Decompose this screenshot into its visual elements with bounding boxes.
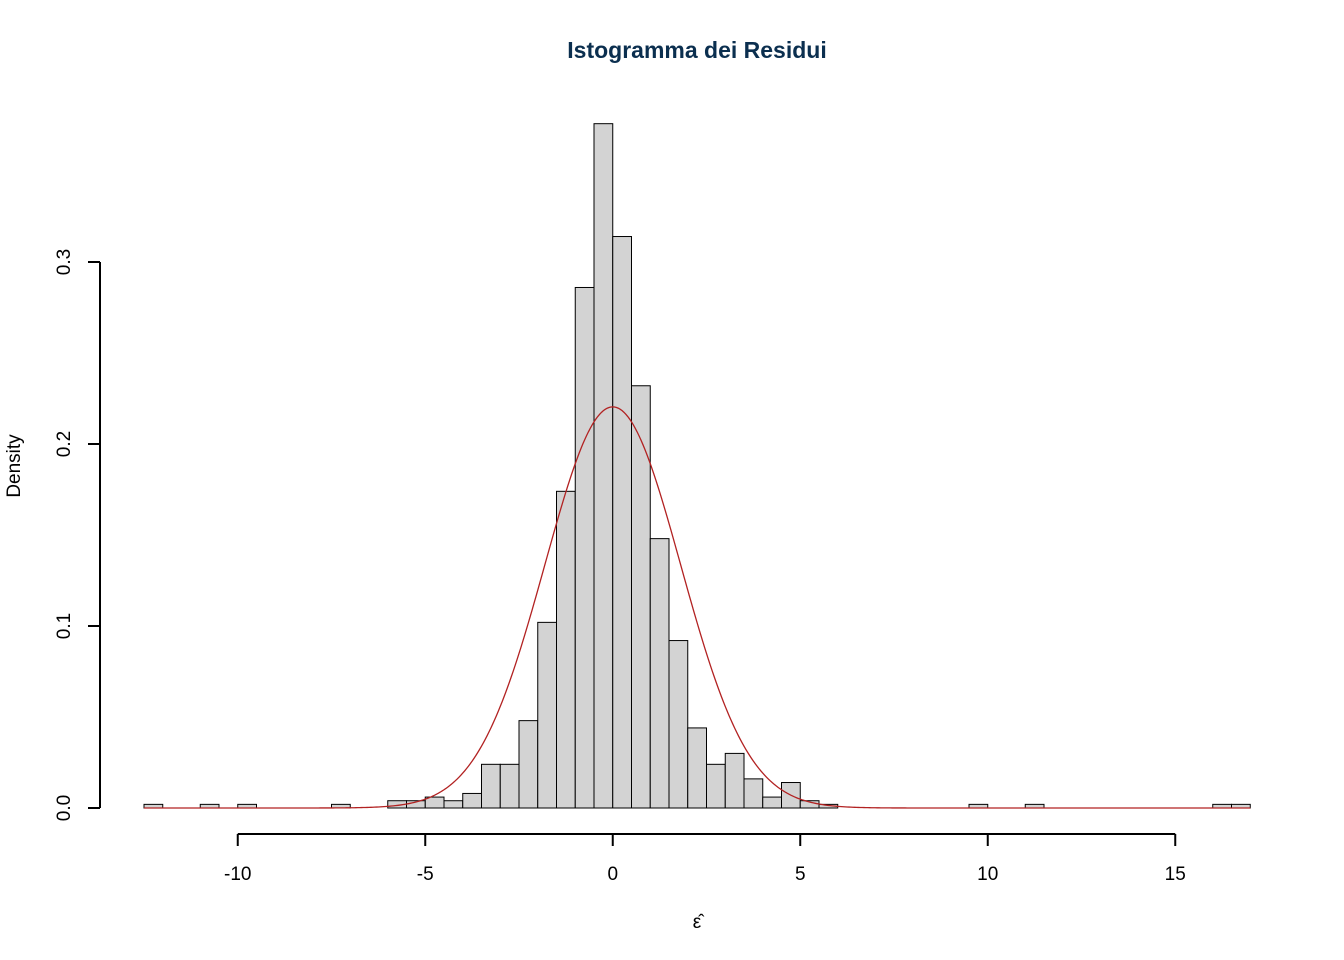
histogram-bar [499, 763, 520, 809]
chart-title: Istogramma dei Residui [567, 37, 826, 63]
histogram-bar [706, 763, 726, 809]
x-tick-label: 10 [977, 864, 998, 885]
y-axis: 0.0 0.1 0.2 0.3 [54, 249, 101, 821]
histogram-bar [537, 621, 557, 809]
histogram-bar [574, 286, 595, 809]
histogram-bar [556, 490, 576, 809]
histogram-bar [593, 123, 614, 809]
histogram-bar [481, 763, 501, 809]
normal-density-curve [144, 406, 1251, 809]
histogram-bar [443, 800, 464, 809]
histogram-bar [743, 778, 764, 809]
histogram-bar [762, 796, 782, 809]
x-axis-label: ε̂ [693, 912, 705, 933]
x-tick-label: 5 [795, 864, 806, 885]
y-tick-label: 0.3 [54, 249, 75, 275]
histogram-bar [724, 752, 745, 809]
histogram-bar [649, 538, 670, 809]
x-tick-label: -10 [224, 864, 251, 885]
histogram-bar [668, 640, 689, 809]
histogram-bar [687, 727, 707, 809]
histogram-bars [143, 123, 1251, 809]
histogram-bar [462, 792, 482, 809]
y-axis-label: Density [4, 434, 25, 498]
y-tick-label: 0.1 [54, 613, 75, 639]
x-tick-label: 15 [1165, 864, 1186, 885]
histogram-bar [518, 720, 539, 809]
x-tick-label: 0 [607, 864, 618, 885]
x-axis: -10 -5 0 5 10 15 [224, 833, 1186, 885]
y-tick-label: 0.2 [54, 431, 75, 457]
histogram-bar [612, 236, 632, 809]
histogram-bar [631, 385, 651, 809]
y-tick-label: 0.0 [54, 795, 75, 821]
x-tick-label: -5 [417, 864, 434, 885]
